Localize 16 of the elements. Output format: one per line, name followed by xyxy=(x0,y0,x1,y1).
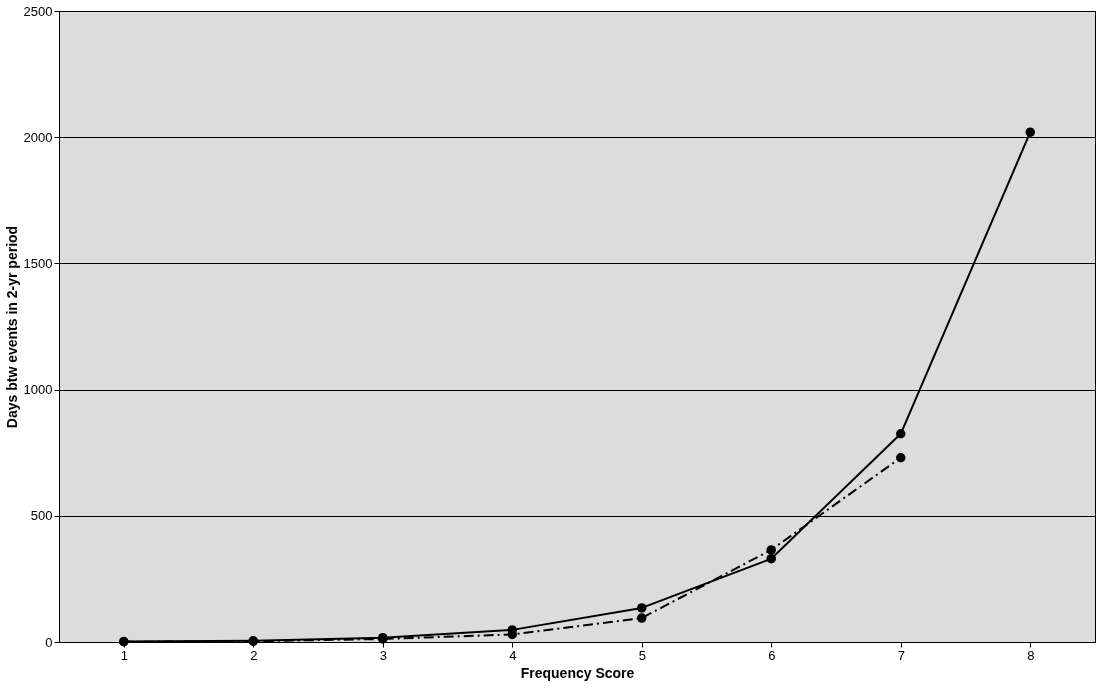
x-axis-title: Frequency Score xyxy=(520,664,635,681)
y-tick-label: 0 xyxy=(45,634,53,650)
y-tick-label: 2500 xyxy=(23,3,53,19)
y-tick-label: 2000 xyxy=(23,129,53,145)
x-tick-label: 8 xyxy=(1027,647,1035,663)
x-tick-label: 2 xyxy=(250,647,258,663)
y-tick-label: 1000 xyxy=(23,382,53,398)
x-tick-label: 1 xyxy=(120,647,128,663)
x-tick-label: 6 xyxy=(768,647,776,663)
x-tick-label: 4 xyxy=(509,647,517,663)
y-tick-label: 500 xyxy=(30,508,53,524)
y-tick-label: 1500 xyxy=(23,255,53,271)
x-tick-label: 3 xyxy=(379,647,387,663)
x-tick-label: 5 xyxy=(638,647,646,663)
x-tick-label: 7 xyxy=(897,647,905,663)
y-axis-title: Days btw events in 2-yr period xyxy=(3,225,20,429)
